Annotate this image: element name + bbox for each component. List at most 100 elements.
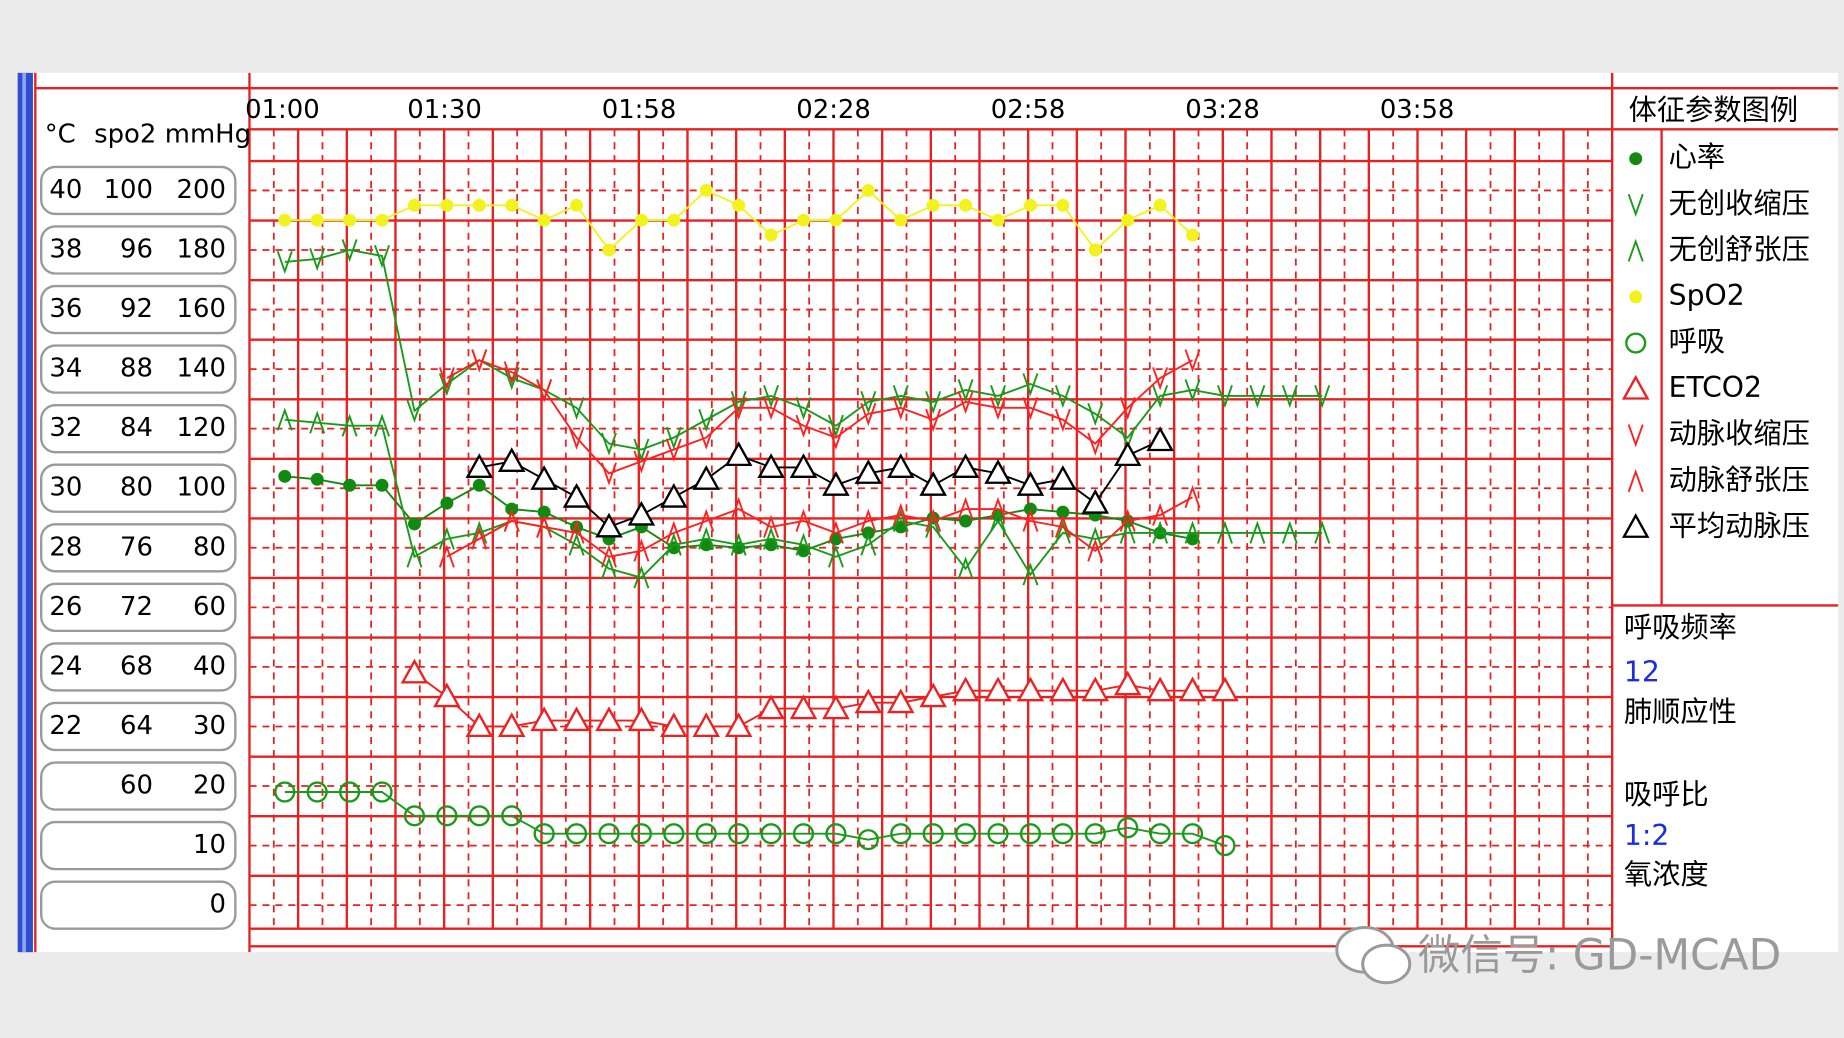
point xyxy=(468,805,490,827)
point xyxy=(630,823,652,845)
point xyxy=(633,450,650,474)
point xyxy=(627,500,656,526)
point xyxy=(1023,198,1037,212)
point xyxy=(406,544,423,568)
point xyxy=(309,248,326,272)
point xyxy=(957,556,974,580)
point xyxy=(1181,823,1204,845)
point xyxy=(1249,385,1266,409)
point xyxy=(926,198,940,212)
y-tick-label: 80 xyxy=(193,532,226,562)
point xyxy=(310,213,324,227)
point xyxy=(822,694,850,720)
legend-marker xyxy=(1627,238,1644,262)
y-tick-label: 160 xyxy=(177,294,226,324)
point xyxy=(857,829,879,851)
point xyxy=(795,396,812,421)
scale-row xyxy=(40,642,237,692)
point xyxy=(310,472,324,486)
point xyxy=(795,532,812,556)
point xyxy=(922,823,944,845)
point xyxy=(276,251,293,275)
x-tick-label: 02:28 xyxy=(796,95,871,125)
point xyxy=(990,385,1006,409)
point xyxy=(957,496,974,520)
point xyxy=(1022,396,1039,421)
point xyxy=(1314,520,1331,544)
point xyxy=(465,453,494,478)
point xyxy=(602,243,616,257)
point xyxy=(789,453,818,478)
point xyxy=(1119,396,1136,421)
point xyxy=(1149,823,1171,845)
point xyxy=(1113,670,1142,696)
point xyxy=(1054,385,1071,409)
point xyxy=(1056,505,1070,519)
temp-tick-label: 36 xyxy=(49,294,82,324)
watermark: 微信号: GD-MCAD xyxy=(1418,931,1781,980)
x-tick-label: 03:58 xyxy=(1380,95,1455,125)
point xyxy=(375,213,389,227)
point xyxy=(730,532,747,556)
y-tick-label: 10 xyxy=(193,830,226,860)
point xyxy=(438,544,455,568)
scale-row xyxy=(40,820,237,871)
point xyxy=(1178,676,1207,702)
point xyxy=(1087,402,1104,427)
series-line xyxy=(479,439,1161,529)
point xyxy=(792,823,815,845)
point xyxy=(537,505,551,519)
temp-tick-label: 24 xyxy=(49,651,82,681)
point xyxy=(1152,367,1169,391)
point xyxy=(763,526,780,550)
point xyxy=(698,508,715,532)
point xyxy=(698,426,715,450)
spo2-tick-label: 100 xyxy=(104,175,153,205)
spo2-header: spo2 xyxy=(94,120,156,150)
point xyxy=(1054,514,1071,538)
point xyxy=(763,396,780,421)
point xyxy=(892,508,909,532)
point xyxy=(695,823,717,845)
plot xyxy=(274,183,1331,857)
point xyxy=(730,496,747,520)
point xyxy=(860,402,877,427)
point xyxy=(797,213,810,227)
point xyxy=(536,379,553,403)
point xyxy=(374,245,390,269)
point xyxy=(795,414,812,438)
scale-row xyxy=(40,582,237,633)
legend-label: 无创收缩压 xyxy=(1669,187,1810,220)
x-tick-label: 01:00 xyxy=(245,95,320,125)
point xyxy=(306,781,328,803)
point xyxy=(957,390,974,415)
legend-marker xyxy=(1629,152,1643,166)
point xyxy=(886,453,915,478)
point xyxy=(1186,532,1200,546)
point xyxy=(660,712,688,738)
point xyxy=(472,478,486,492)
point xyxy=(957,379,974,403)
point xyxy=(1016,676,1045,702)
point xyxy=(1217,520,1233,544)
point xyxy=(1314,385,1331,409)
y-tick-label: 40 xyxy=(193,651,226,681)
point xyxy=(860,390,877,415)
point xyxy=(1081,676,1110,702)
spo2-tick-label: 80 xyxy=(120,473,153,503)
point xyxy=(601,544,617,568)
point xyxy=(861,183,875,197)
y-tick-label: 180 xyxy=(177,235,226,265)
point xyxy=(1081,488,1110,514)
point xyxy=(919,471,947,496)
point xyxy=(1016,471,1045,496)
point xyxy=(1119,520,1136,544)
legend-label: 动脉舒张压 xyxy=(1669,463,1810,496)
point xyxy=(892,396,909,421)
x-tick-label: 01:58 xyxy=(602,95,677,125)
point xyxy=(1022,373,1039,397)
point xyxy=(1184,520,1201,544)
point xyxy=(274,781,296,803)
point xyxy=(760,823,782,845)
point xyxy=(1087,432,1104,456)
